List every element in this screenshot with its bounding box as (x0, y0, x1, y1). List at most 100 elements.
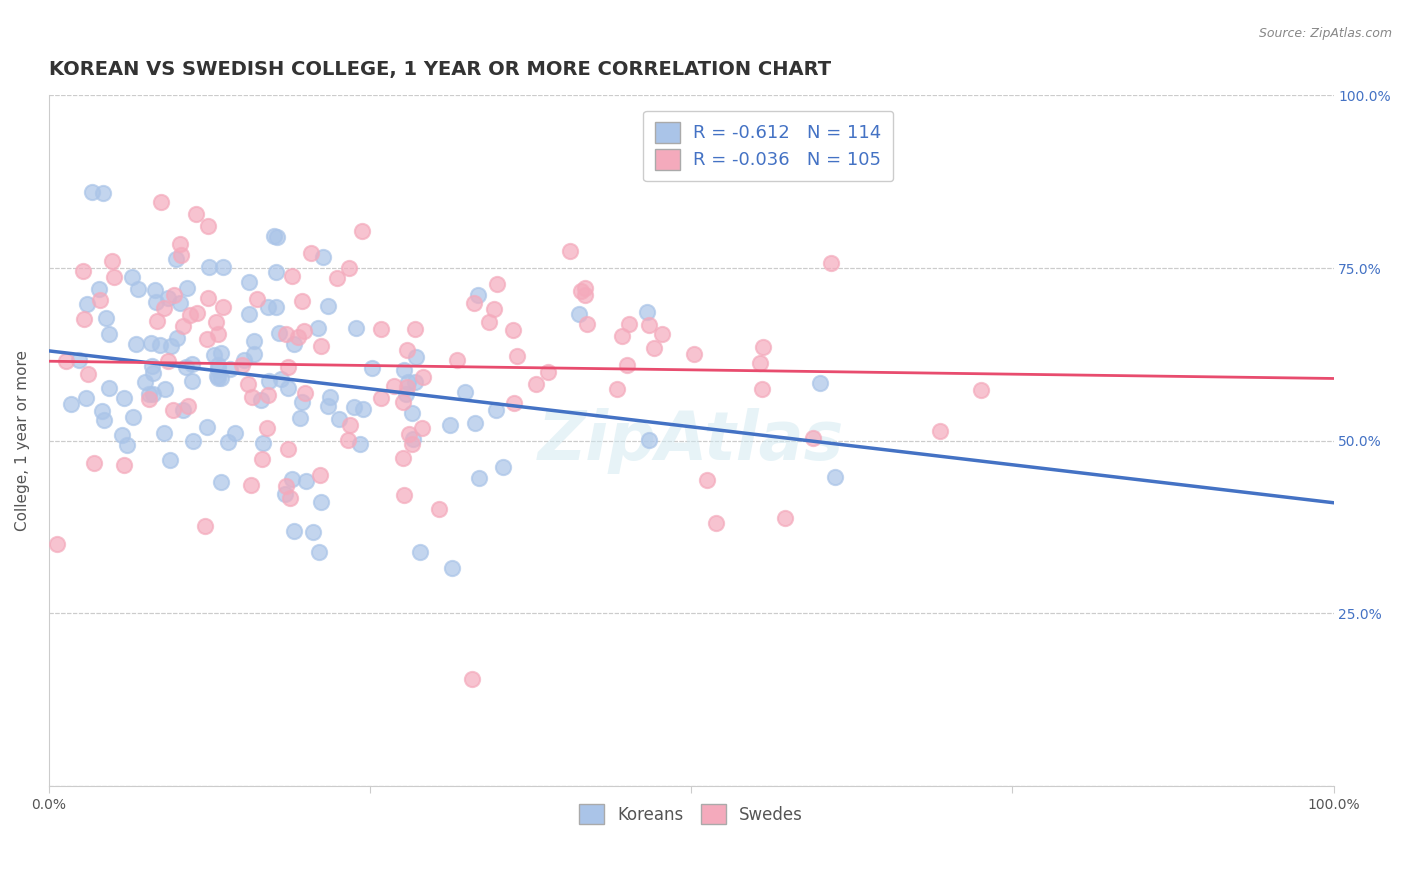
Point (454, 385, 477, 400)
Point (121, 270, 143, 285)
Point (170, 248, 193, 262)
Point (98, 327, 121, 342)
Point (72, 264, 94, 278)
Point (537, 365, 560, 379)
Point (217, 435, 239, 450)
Point (152, 425, 174, 440)
Point (149, 338, 172, 352)
Point (219, 362, 242, 376)
Point (207, 359, 229, 373)
Point (264, 265, 287, 279)
Point (152, 301, 174, 316)
Point (502, 396, 524, 410)
Point (91, 186, 114, 201)
Point (478, 315, 501, 329)
Point (409, 545, 432, 559)
Point (169, 237, 191, 252)
Point (101, 254, 124, 268)
Point (267, 326, 290, 340)
Point (392, 395, 415, 409)
Point (638, 318, 661, 332)
Point (194, 518, 217, 533)
Point (160, 339, 183, 353)
Point (143, 283, 166, 297)
Point (274, 479, 297, 493)
Point (773, 511, 796, 525)
Point (574, 288, 596, 302)
Point (252, 436, 274, 450)
Point (246, 292, 269, 306)
Point (280, 472, 302, 486)
Point (197, 219, 219, 233)
Point (326, 271, 349, 285)
Point (91, 403, 114, 417)
Point (73, 311, 96, 326)
Point (238, 307, 260, 321)
Point (125, 337, 148, 351)
Point (352, 402, 374, 417)
Point (287, 330, 309, 344)
Point (312, 250, 335, 264)
Point (207, 327, 229, 342)
Point (274, 326, 297, 341)
Point (651, 326, 673, 341)
Point (165, 252, 187, 266)
Point (195, 419, 218, 434)
Point (80, 185, 103, 199)
Point (67, 352, 90, 367)
Point (207, 362, 229, 376)
Point (361, 361, 384, 376)
Point (467, 288, 489, 302)
Point (277, 442, 299, 457)
Point (402, 432, 425, 446)
Point (370, 322, 392, 336)
Point (468, 470, 491, 484)
Point (139, 335, 162, 350)
Point (970, 384, 993, 398)
Point (112, 392, 135, 406)
Point (401, 406, 423, 420)
Point (174, 360, 197, 375)
Point (337, 433, 360, 447)
Point (266, 300, 288, 314)
Point (295, 474, 318, 488)
Point (283, 524, 305, 539)
Point (704, 516, 727, 530)
Point (233, 353, 256, 368)
Point (89, 282, 111, 296)
Point (202, 348, 225, 362)
Point (391, 451, 413, 466)
Point (446, 353, 468, 368)
Point (612, 329, 634, 343)
Point (291, 294, 314, 309)
Point (401, 437, 423, 451)
Point (134, 375, 156, 389)
Point (392, 363, 415, 377)
Point (98, 381, 121, 395)
Point (292, 324, 315, 338)
Point (307, 320, 329, 334)
Point (683, 347, 706, 361)
Point (156, 291, 179, 305)
Point (256, 421, 278, 435)
Point (172, 403, 194, 417)
Point (231, 358, 253, 372)
Point (209, 371, 232, 385)
Point (257, 374, 280, 388)
Point (412, 369, 434, 384)
Point (349, 436, 371, 450)
Point (461, 673, 484, 687)
Point (110, 428, 132, 442)
Point (427, 502, 450, 516)
Point (278, 491, 301, 505)
Point (263, 228, 285, 243)
Point (309, 495, 332, 509)
Point (398, 427, 420, 442)
Point (242, 334, 264, 349)
Point (138, 392, 160, 406)
Point (211, 300, 233, 314)
Point (404, 321, 426, 335)
Point (299, 245, 322, 260)
Point (482, 301, 505, 316)
Legend: Koreans, Swedes: Koreans, Swedes (571, 796, 811, 832)
